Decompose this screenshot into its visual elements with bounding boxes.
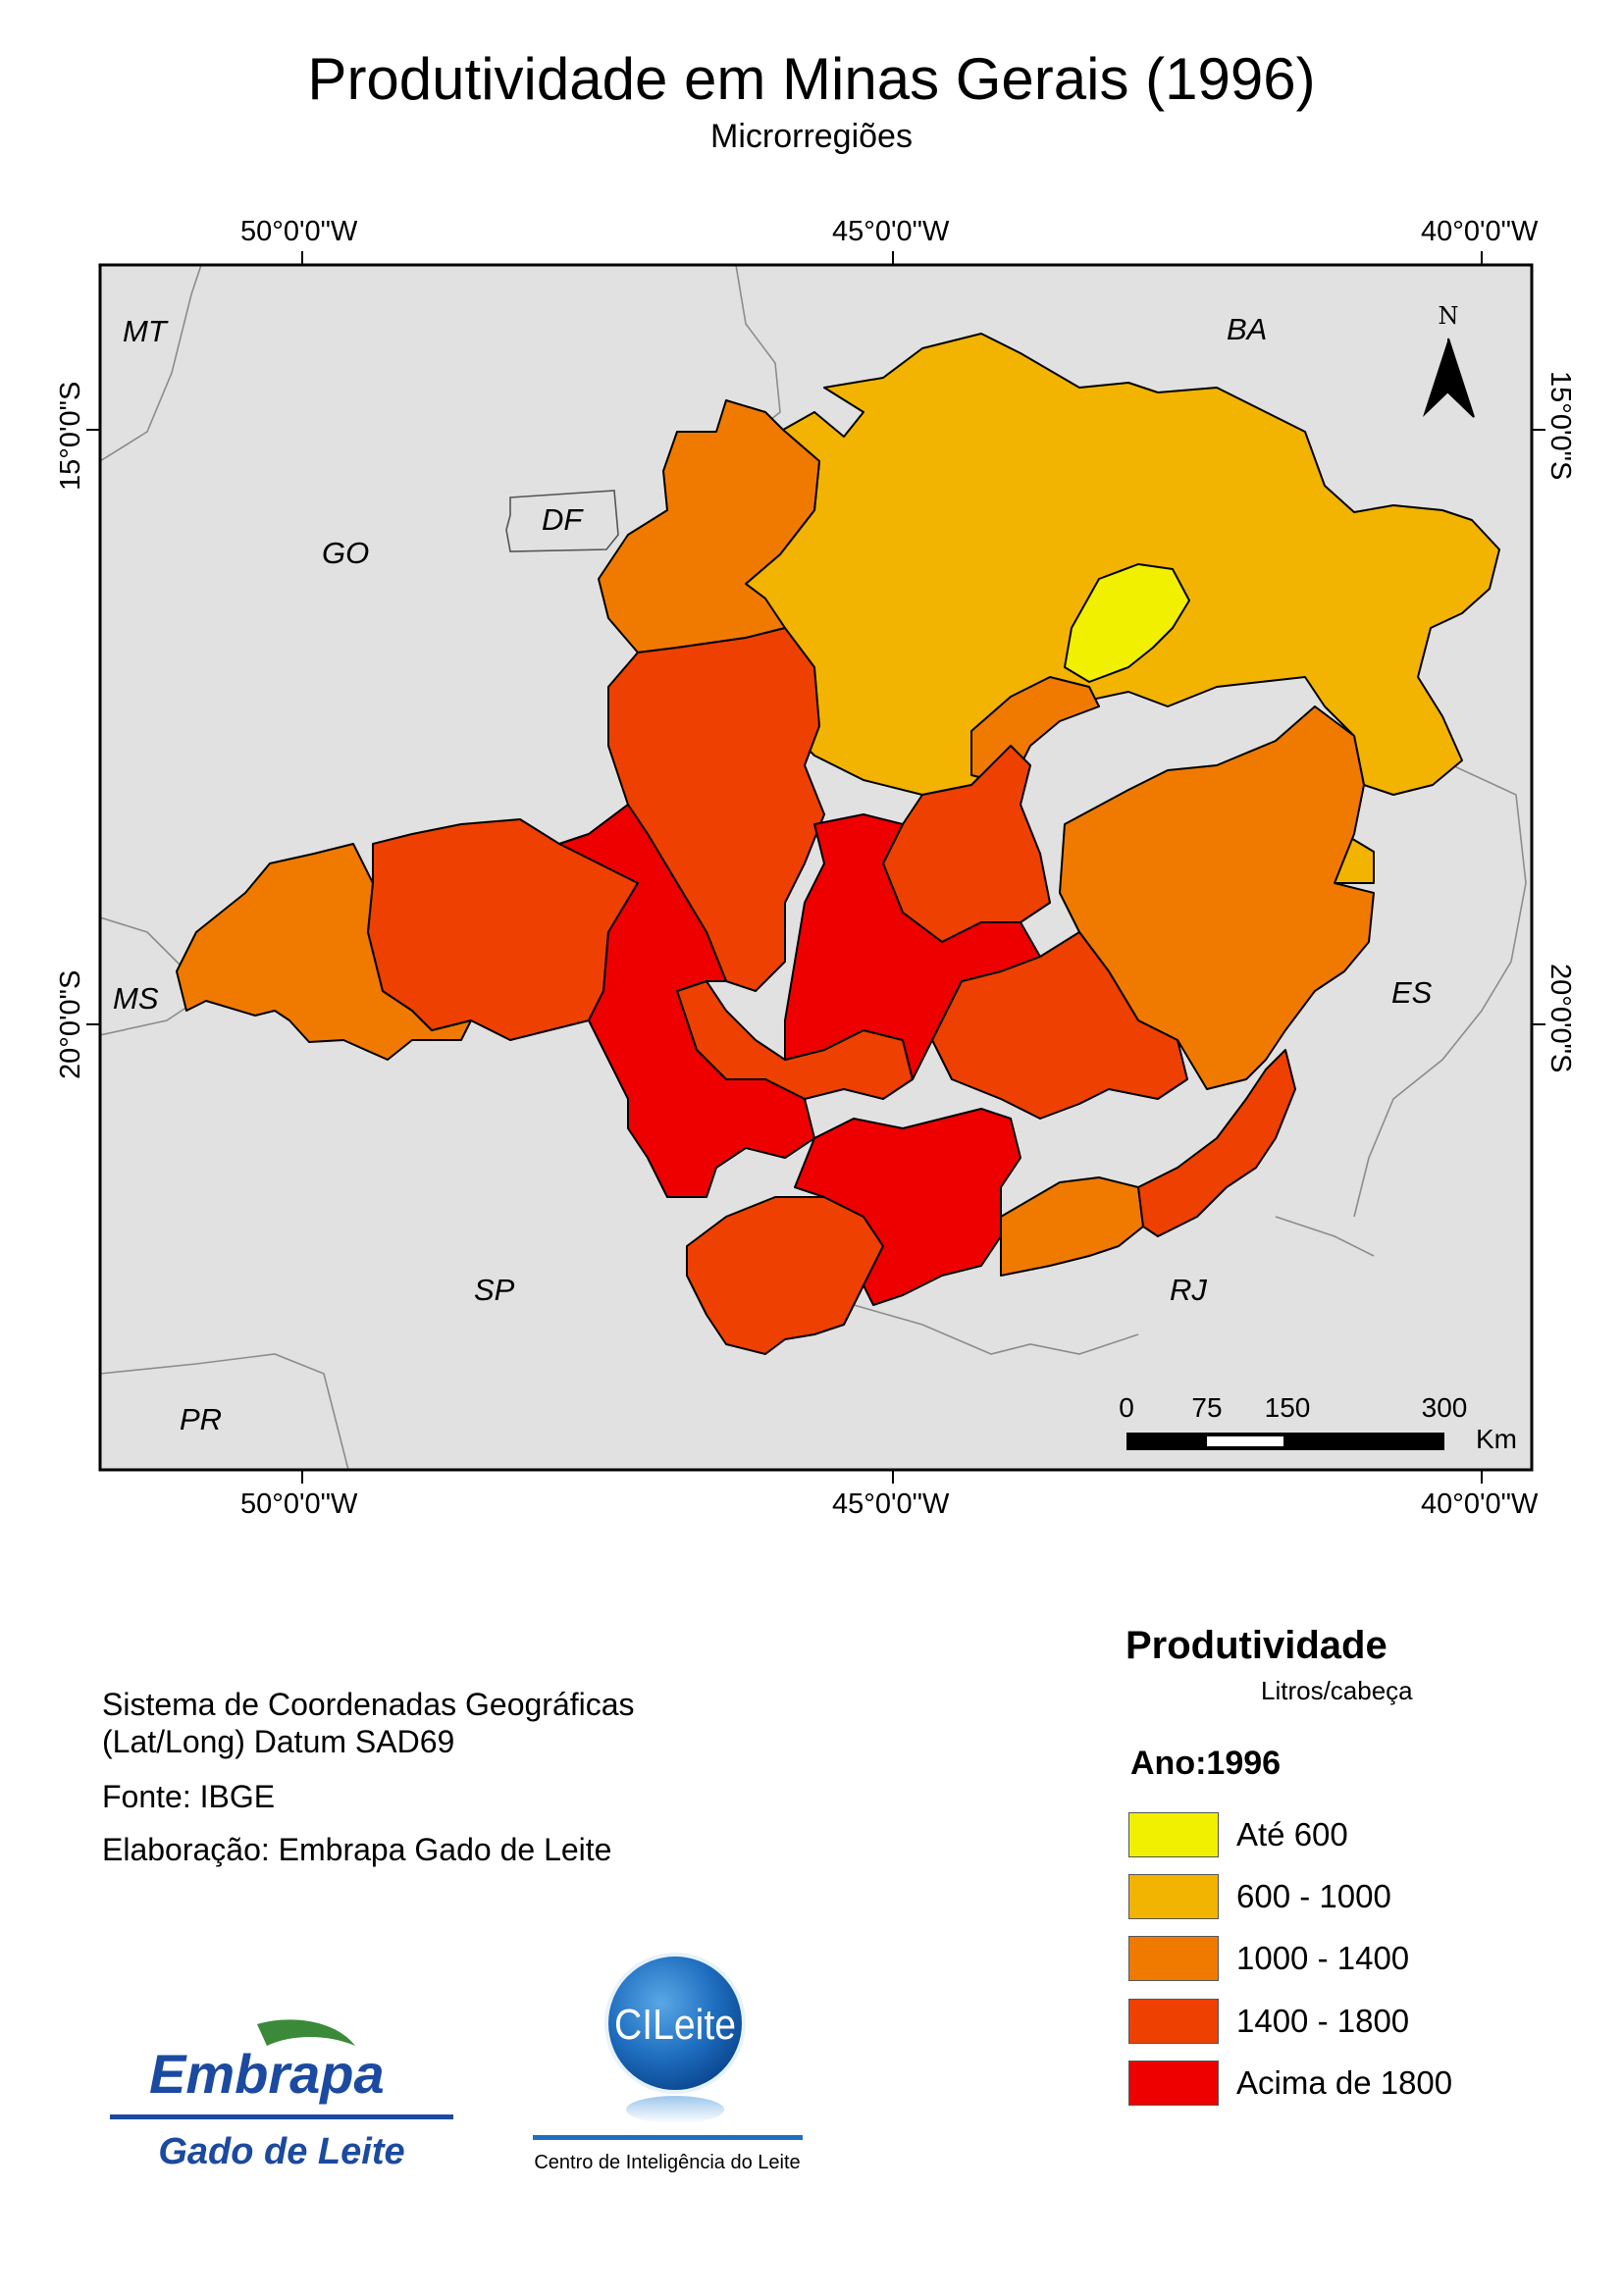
coord-bottom-45w: 45°0'0"W xyxy=(832,1488,950,1520)
north-arrow-letter: N xyxy=(1439,302,1459,330)
border-es-rj xyxy=(1353,764,1527,1218)
state-label-mt: MT xyxy=(123,314,169,348)
scale-bar-white-segment xyxy=(1207,1436,1283,1446)
state-label-rj: RJ xyxy=(1170,1273,1207,1307)
border-sp-pr xyxy=(100,1353,349,1470)
state-label-df: DF xyxy=(542,502,584,537)
cileite-badge xyxy=(604,1953,746,2094)
legend-label: 600 - 1000 xyxy=(1236,1878,1391,1914)
legend-label: Até 600 xyxy=(1236,1816,1348,1852)
microregion-class-0 xyxy=(1064,563,1190,683)
author-text: Elaboração: Embrapa Gado de Leite xyxy=(102,1832,612,1867)
state-label-ba: BA xyxy=(1227,312,1267,346)
legend-swatch xyxy=(1128,1812,1219,1857)
coord-bottom-40w: 40°0'0"W xyxy=(1421,1488,1539,1520)
source-text: Fonte: IBGE xyxy=(102,1779,276,1814)
coord-top-40w: 40°0'0"W xyxy=(1421,216,1539,247)
legend-item: Acima de 1800 xyxy=(1128,2060,1452,2107)
embrapa-wordmark: Embrapa xyxy=(149,2043,385,2105)
minas-gerais-regions xyxy=(176,333,1500,1355)
legend-label: Acima de 1800 xyxy=(1236,2064,1453,2101)
legend-item: 1000 - 1400 xyxy=(1128,1935,1409,1982)
scale-tick-150: 150 xyxy=(1265,1392,1311,1423)
crs-line-2: (Lat/Long) Datum SAD69 xyxy=(102,1724,455,1759)
legend-unit: Litros/cabeça xyxy=(1261,1676,1413,1705)
microregion-class-3 xyxy=(931,931,1188,1120)
crs-line-1: Sistema de Coordenadas Geográficas xyxy=(102,1687,635,1722)
north-arrow-right-half xyxy=(1447,338,1475,418)
legend-year: Ano:1996 xyxy=(1130,1745,1282,1782)
embrapa-rule xyxy=(110,2114,453,2119)
graticule-ticks xyxy=(86,251,1545,1484)
microregion-class-2 xyxy=(598,399,820,653)
scale-tick-300: 300 xyxy=(1422,1392,1468,1423)
legend-item: 600 - 1000 xyxy=(1128,1873,1391,1920)
legend-title: Produtividade xyxy=(1126,1624,1387,1667)
coord-bottom-50w: 50°0'0"W xyxy=(240,1488,358,1520)
microregion-class-2 xyxy=(1000,1176,1144,1277)
map-title: Produtividade em Minas Gerais (1996) xyxy=(307,46,1316,112)
legend-swatch xyxy=(1128,1874,1219,1919)
north-arrow: N xyxy=(1423,302,1475,418)
state-label-es: ES xyxy=(1391,975,1433,1010)
north-arrow-left-half xyxy=(1423,339,1448,417)
cileite-logo: CILeite Centro de Inteligência do Leite xyxy=(533,1953,803,2173)
coord-top-45w: 45°0'0"W xyxy=(832,216,950,247)
cileite-badge-text: CILeite xyxy=(614,2001,736,2049)
state-label-pr: PR xyxy=(180,1402,222,1436)
border-ms-go xyxy=(100,916,183,967)
legend-swatch xyxy=(1128,1999,1219,2044)
state-label-sp: SP xyxy=(474,1273,515,1307)
microregion-class-4 xyxy=(558,804,815,1198)
scale-unit: Km xyxy=(1476,1424,1517,1454)
map-frame xyxy=(98,263,1534,1472)
legend-swatch xyxy=(1128,2061,1219,2106)
scale-tick-75: 75 xyxy=(1191,1392,1222,1423)
legend-item: 1400 - 1800 xyxy=(1128,1998,1409,2045)
scale-bar-frame xyxy=(1126,1433,1444,1450)
cileite-caption: Centro de Inteligência do Leite xyxy=(534,2152,800,2173)
border-mt-go xyxy=(100,265,202,462)
state-label-ms: MS xyxy=(113,981,159,1016)
microregion-class-3 xyxy=(1137,1049,1296,1237)
legend-item: Até 600 xyxy=(1128,1811,1348,1858)
microregion-class-3 xyxy=(686,1196,884,1355)
coord-top-50w: 50°0'0"W xyxy=(240,216,358,247)
legend-label: 1400 - 1800 xyxy=(1236,2003,1410,2039)
df-outline xyxy=(505,490,619,552)
border-rj-coast xyxy=(1275,1216,1375,1257)
state-label-go: GO xyxy=(322,536,369,570)
cileite-shadow xyxy=(626,2096,724,2123)
map-subtitle: Microrregiões xyxy=(710,118,913,155)
microregion-class-4 xyxy=(784,813,1041,1080)
scale-tick-0: 0 xyxy=(1119,1392,1134,1423)
legend-swatch xyxy=(1128,1936,1219,1981)
scale-bar: 0 75 150 300 Km xyxy=(1119,1392,1517,1454)
cileite-rule xyxy=(533,2135,803,2140)
microregion-class-4 xyxy=(794,1108,1021,1306)
legend-label: 1000 - 1400 xyxy=(1236,1940,1410,1976)
embrapa-logo: Embrapa Gado de Leite xyxy=(110,2019,453,2172)
embrapa-subtitle: Gado de Leite xyxy=(158,2131,404,2172)
embrapa-leaf-shape xyxy=(257,2019,355,2046)
